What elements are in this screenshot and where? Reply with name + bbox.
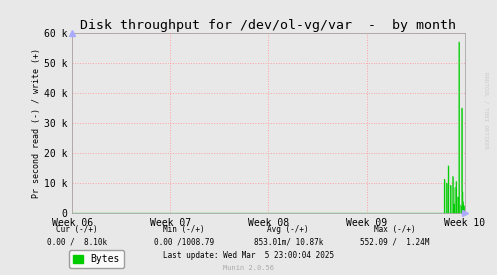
Y-axis label: Pr second read (-) / write (+): Pr second read (-) / write (+) [32,48,41,198]
Text: 0.00 /1008.79: 0.00 /1008.79 [154,238,214,247]
Text: Min (-/+): Min (-/+) [163,226,205,234]
Text: Last update: Wed Mar  5 23:00:04 2025: Last update: Wed Mar 5 23:00:04 2025 [163,251,334,260]
Text: Munin 2.0.56: Munin 2.0.56 [223,265,274,271]
Title: Disk throughput for /dev/ol-vg/var  -  by month: Disk throughput for /dev/ol-vg/var - by … [81,19,456,32]
Text: 853.01m/ 10.87k: 853.01m/ 10.87k [253,238,323,247]
Text: Avg (-/+): Avg (-/+) [267,226,309,234]
Text: Max (-/+): Max (-/+) [374,226,416,234]
Text: RRDTOOL / TOBI OETIKER: RRDTOOL / TOBI OETIKER [484,72,489,148]
Legend: Bytes: Bytes [69,251,124,268]
Text: Cur (-/+): Cur (-/+) [56,226,98,234]
Text: 552.09 /  1.24M: 552.09 / 1.24M [360,238,430,247]
Text: 0.00 /  8.10k: 0.00 / 8.10k [47,238,107,247]
